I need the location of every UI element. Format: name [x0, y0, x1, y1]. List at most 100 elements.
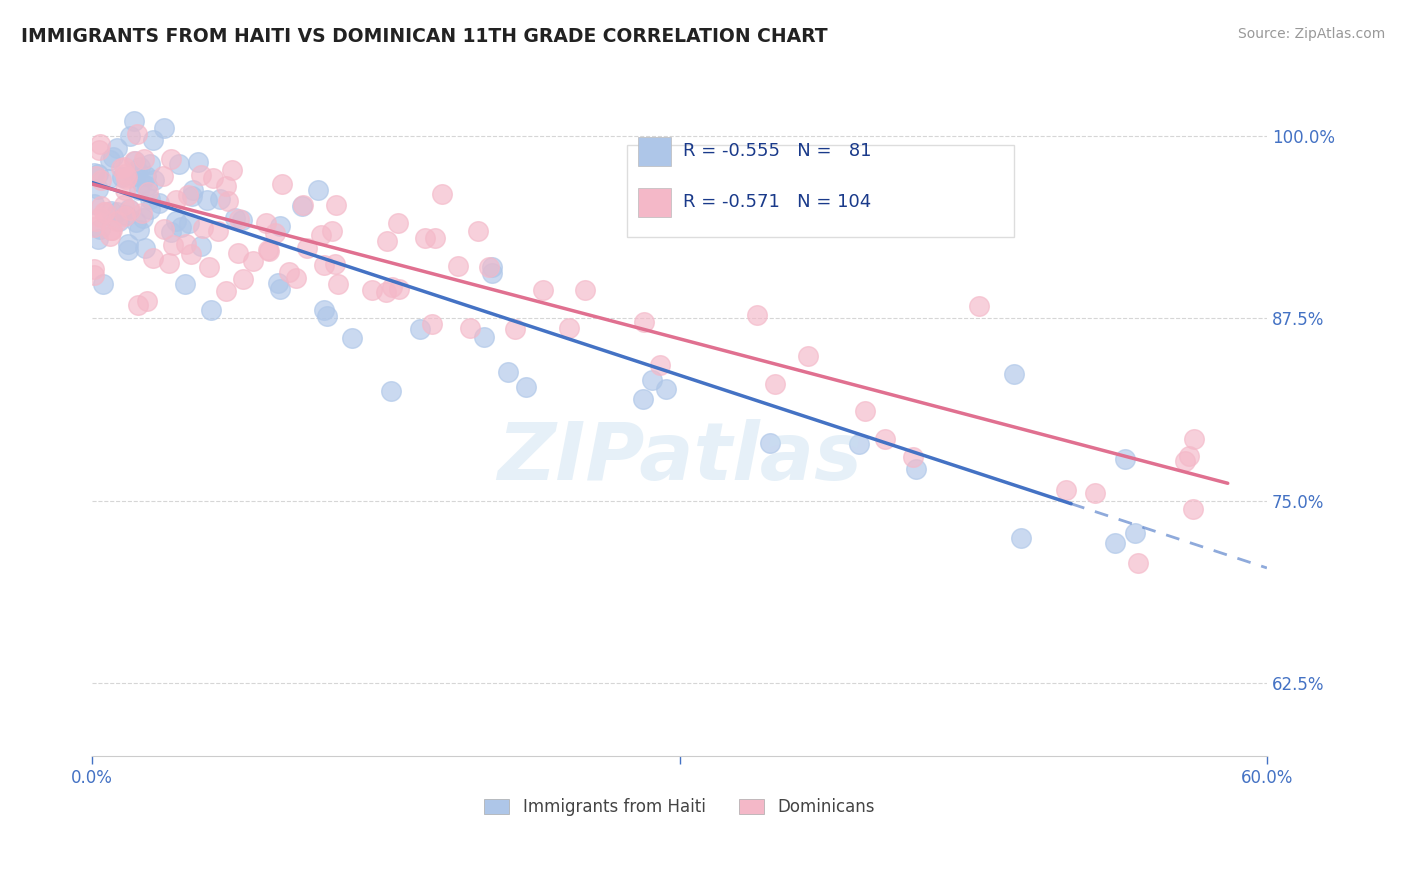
- Point: [747, 309, 769, 323]
- Point: [325, 257, 347, 271]
- Point: [142, 251, 165, 265]
- Point: [142, 133, 165, 147]
- Point: [267, 277, 290, 291]
- Point: [94, 204, 117, 219]
- Point: [190, 238, 212, 252]
- Point: [134, 152, 156, 166]
- Point: [1114, 452, 1136, 467]
- Point: [503, 322, 526, 336]
- Point: [98, 153, 121, 167]
- Point: [115, 209, 138, 223]
- Point: [135, 169, 157, 183]
- Legend: Immigrants from Haiti, Dominicans: Immigrants from Haiti, Dominicans: [478, 791, 882, 822]
- Point: [100, 222, 122, 236]
- Point: [125, 215, 148, 229]
- Point: [139, 157, 162, 171]
- Point: [83, 268, 105, 283]
- Point: [107, 205, 129, 219]
- Point: [797, 349, 820, 363]
- Point: [228, 245, 250, 260]
- Point: [853, 404, 876, 418]
- Point: [413, 231, 436, 245]
- Point: [90, 199, 112, 213]
- Point: [848, 436, 870, 450]
- Point: [340, 331, 363, 345]
- Point: [1174, 454, 1197, 468]
- Point: [215, 284, 238, 298]
- Point: [215, 178, 238, 193]
- Point: [181, 183, 204, 197]
- Point: [98, 229, 121, 244]
- Point: [115, 169, 138, 184]
- Point: [759, 436, 782, 450]
- Point: [496, 365, 519, 379]
- Point: [873, 432, 896, 446]
- Point: [134, 241, 156, 255]
- Point: [191, 220, 214, 235]
- Point: [90, 173, 112, 187]
- Point: [558, 321, 581, 335]
- Y-axis label: 11th Grade: 11th Grade: [0, 374, 7, 460]
- Point: [127, 162, 149, 177]
- Point: [89, 136, 111, 151]
- Point: [374, 285, 396, 299]
- Point: [139, 202, 162, 216]
- Point: [100, 204, 122, 219]
- Point: [190, 168, 212, 182]
- Point: [574, 284, 596, 298]
- Point: [309, 227, 332, 242]
- FancyBboxPatch shape: [627, 145, 1014, 237]
- Point: [89, 210, 111, 224]
- Point: [905, 462, 928, 476]
- Point: [160, 152, 183, 166]
- Point: [167, 157, 190, 171]
- Point: [380, 384, 402, 398]
- Point: [208, 192, 231, 206]
- Point: [257, 244, 280, 258]
- Point: [430, 187, 453, 202]
- Point: [1123, 525, 1146, 540]
- Text: R = -0.555   N =   81: R = -0.555 N = 81: [683, 142, 872, 160]
- Point: [84, 169, 107, 184]
- Point: [135, 178, 157, 193]
- Point: [1126, 556, 1149, 570]
- Point: [162, 238, 184, 252]
- FancyBboxPatch shape: [638, 188, 671, 217]
- Point: [107, 214, 129, 228]
- Point: [110, 161, 132, 176]
- Point: [969, 299, 991, 313]
- Point: [458, 321, 481, 335]
- Point: [174, 277, 197, 291]
- Point: [136, 293, 159, 308]
- Point: [325, 198, 347, 212]
- Point: [111, 169, 134, 184]
- Point: [117, 244, 139, 258]
- Point: [120, 202, 142, 217]
- Point: [328, 277, 350, 292]
- Point: [481, 260, 503, 275]
- Text: IMMIGRANTS FROM HAITI VS DOMINICAN 11TH GRADE CORRELATION CHART: IMMIGRANTS FROM HAITI VS DOMINICAN 11TH …: [21, 27, 828, 45]
- Point: [447, 259, 470, 273]
- Point: [112, 198, 135, 212]
- Point: [307, 183, 329, 197]
- Point: [165, 214, 187, 228]
- Point: [93, 204, 115, 219]
- Point: [388, 282, 411, 296]
- Point: [136, 185, 159, 199]
- Point: [361, 283, 384, 297]
- Point: [160, 225, 183, 239]
- Text: R = -0.571   N = 104: R = -0.571 N = 104: [683, 193, 872, 211]
- Point: [114, 209, 136, 223]
- Point: [86, 182, 108, 196]
- Point: [633, 392, 655, 406]
- Point: [122, 114, 145, 128]
- Point: [105, 141, 128, 155]
- Point: [170, 220, 193, 235]
- Point: [207, 224, 229, 238]
- Point: [143, 173, 166, 187]
- Point: [217, 194, 239, 209]
- Point: [128, 223, 150, 237]
- Point: [901, 450, 924, 465]
- Point: [1002, 367, 1025, 381]
- Point: [128, 183, 150, 197]
